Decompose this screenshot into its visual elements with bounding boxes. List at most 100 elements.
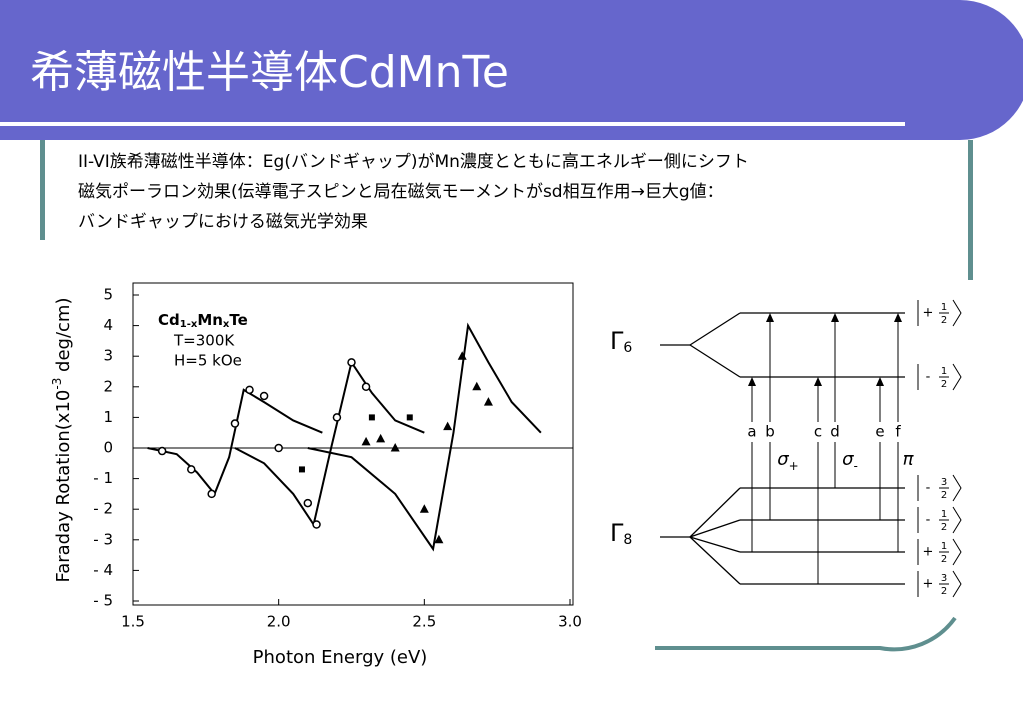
formula-part: Te (229, 311, 247, 329)
point (207, 489, 216, 499)
point (368, 414, 375, 421)
pol-sub: + (789, 459, 799, 473)
plot-frame (132, 282, 574, 606)
ket-angle (952, 506, 962, 534)
arrowhead (748, 377, 756, 386)
level (689, 536, 741, 585)
point (332, 413, 342, 422)
formula-part: Mn (197, 311, 223, 329)
left-bar (40, 140, 45, 240)
point (303, 498, 313, 508)
annotation-formula: Cd1-xMnxTe (158, 311, 248, 331)
point (376, 433, 386, 443)
y-tick-label: 5 (103, 286, 113, 304)
ket-sign: - (926, 513, 931, 528)
gamma: Γ (610, 327, 624, 355)
arrowhead (814, 377, 822, 386)
y-axis-label: Faraday Rotation(x10-3 deg/cm) (50, 298, 75, 583)
y-tick-label: - 4 (93, 561, 113, 579)
level (689, 344, 741, 378)
gamma-sub: 6 (623, 340, 632, 356)
ket-num: 1 (941, 541, 947, 552)
point (443, 421, 453, 431)
y-tick-label: - 2 (93, 500, 113, 518)
y-label-unit: deg/cm) (53, 298, 74, 378)
y-tick-label: 3 (103, 347, 113, 365)
point (457, 351, 467, 360)
ket-sign: + (923, 545, 934, 560)
transition-label: e (875, 423, 884, 441)
point (245, 385, 254, 395)
transition-label: b (765, 423, 775, 441)
x-axis-label: Photon Energy (eV) (253, 647, 428, 668)
y-label-sup: -3 (50, 378, 64, 390)
ket-den: 2 (941, 315, 947, 326)
pol-symbol: π (903, 449, 915, 470)
ket-den: 2 (941, 586, 947, 597)
polarization: σ- (842, 449, 858, 473)
curve (234, 359, 425, 527)
title-band (0, 0, 1023, 140)
level-label: Γ8 (610, 519, 632, 548)
y-tick-label: 0 (103, 439, 113, 457)
y-tick-label: - 1 (93, 469, 113, 487)
x-tick-label: 3.0 (558, 613, 582, 631)
point (259, 391, 269, 401)
ket-den: 2 (941, 554, 947, 565)
right-bar (968, 140, 973, 280)
bullet: バンドギャップにおける磁気光学効果 (78, 212, 368, 232)
transition-label: f (895, 423, 901, 441)
ket-den: 2 (941, 379, 947, 390)
polarization: σ+ (777, 449, 798, 473)
ket-den: 2 (941, 490, 947, 501)
point (347, 358, 356, 367)
point (157, 446, 167, 456)
point (298, 466, 305, 473)
point (312, 520, 321, 529)
y-tick-label: 1 (103, 408, 113, 426)
ket-sign: + (923, 306, 934, 321)
arrowhead (831, 313, 839, 322)
corner-deco (655, 616, 957, 652)
level (689, 519, 741, 538)
y-tick-label: - 5 (93, 592, 113, 610)
formula-part: 1-x (180, 319, 198, 330)
formula-part: x (223, 319, 230, 330)
ket-num: 3 (941, 477, 947, 488)
ket-sign: + (923, 577, 934, 592)
point (361, 436, 371, 446)
transition-label: d (830, 423, 840, 441)
pol-sub: - (854, 459, 858, 473)
point (361, 382, 371, 392)
formula-part: Cd (158, 311, 180, 329)
level (689, 312, 741, 346)
bullet: 磁気ポーラロン効果(伝導電子スピンと局在磁気モーメントがsd相互作用→巨大g値： (78, 182, 724, 202)
ket-angle (952, 570, 962, 598)
gamma-sub: 8 (623, 532, 632, 548)
ket-num: 1 (941, 302, 947, 313)
ket-angle (952, 538, 962, 566)
gamma: Γ (610, 519, 624, 547)
transition-label: c (814, 423, 822, 441)
ket-angle (952, 363, 962, 391)
level (689, 487, 741, 538)
diagram-bg (590, 280, 1005, 615)
arrowhead (894, 313, 902, 322)
point (274, 443, 283, 453)
point (472, 381, 482, 391)
point (187, 465, 196, 474)
x-tick-label: 1.5 (121, 613, 145, 631)
point (434, 534, 444, 544)
point (419, 504, 429, 513)
curve (307, 322, 542, 552)
annotation: H=5 kOe (174, 352, 242, 370)
curve (147, 388, 323, 496)
arrowhead (766, 313, 774, 322)
level-label: Γ6 (610, 327, 632, 356)
annotation: T=300K (173, 332, 235, 350)
pol-symbol: σ (777, 449, 789, 470)
pol-symbol: σ (842, 449, 854, 470)
slide-title: 希薄磁性半導体CdMnTe (30, 47, 509, 98)
point (390, 443, 400, 452)
